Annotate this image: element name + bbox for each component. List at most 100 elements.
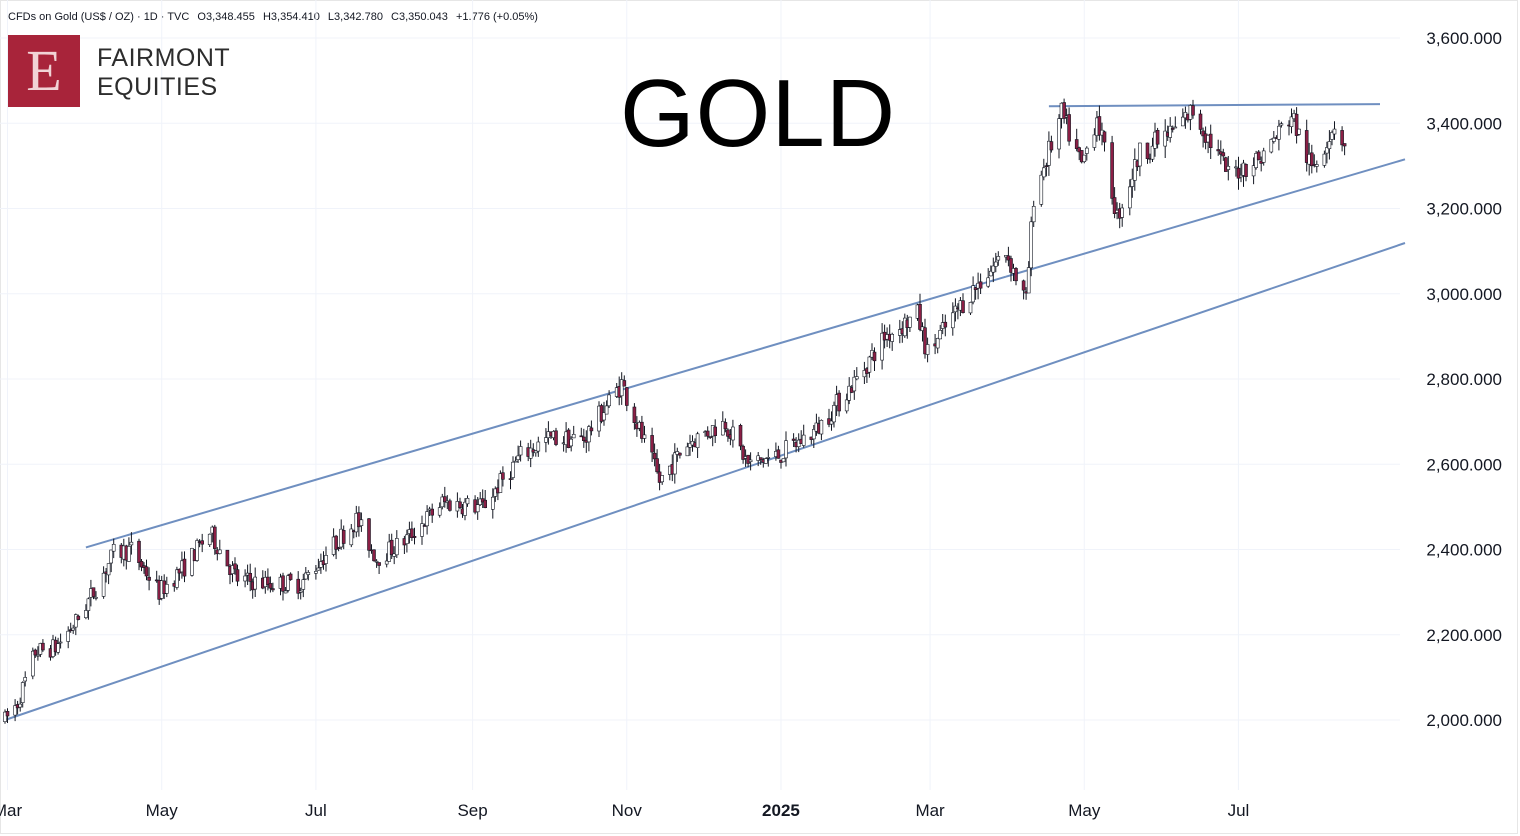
candle-up: [935, 337, 940, 349]
candle-down: [147, 576, 151, 581]
candle-up: [165, 583, 169, 594]
candle-up: [3, 711, 7, 722]
candle-down: [1049, 141, 1054, 151]
time-tick-label: Jul: [1228, 801, 1250, 820]
candle-down: [508, 478, 513, 480]
candle-up: [1047, 140, 1051, 166]
candle-up: [685, 446, 690, 457]
candle-down: [655, 458, 659, 473]
candle-down: [1006, 255, 1011, 261]
candle-up: [1057, 118, 1061, 150]
candle-up: [1039, 174, 1044, 205]
candle-down: [5, 710, 10, 717]
trendline-lower-channel: [4, 378, 1007, 721]
candle-down: [91, 587, 96, 597]
symbol-header: CFDs on Gold (US$ / OZ) · 1D · TVC O3,34…: [8, 11, 543, 23]
candle-up: [286, 575, 290, 591]
candle-up: [30, 650, 35, 677]
candle-up: [13, 705, 17, 716]
candle-up: [642, 434, 647, 439]
candle-up: [950, 312, 955, 329]
chart-title: GOLD: [620, 60, 897, 167]
price-axis[interactable]: 2,000.000 2,200.000 2,400.000 2,600.000 2,80…: [1426, 29, 1502, 730]
candle-up: [301, 579, 306, 590]
candle-up: [23, 677, 28, 682]
candle-down: [566, 429, 571, 449]
candle-up: [1173, 126, 1178, 129]
candle-up: [1150, 145, 1155, 160]
candle-down: [367, 518, 371, 551]
candle-up: [1315, 164, 1319, 167]
candle-down: [1062, 102, 1066, 119]
candle-down: [144, 566, 149, 577]
candle-up: [1026, 267, 1031, 294]
candle-down: [372, 549, 376, 562]
candle-up: [94, 596, 98, 599]
candle-down: [334, 535, 338, 550]
candle-down: [837, 392, 841, 412]
candle-down: [268, 583, 273, 589]
candle-up: [819, 419, 824, 435]
candle-down: [632, 406, 637, 423]
candle-up: [20, 682, 25, 704]
candle-down: [1244, 164, 1248, 178]
candle-up: [58, 641, 63, 644]
candle-up: [672, 452, 677, 475]
candle-up: [101, 572, 106, 597]
candle-down: [579, 435, 584, 438]
candle-up: [175, 569, 179, 588]
symbol-label[interactable]: CFDs on Gold (US$ / OZ) · 1D · TVC: [8, 11, 190, 23]
candle-up: [316, 567, 321, 571]
candle-down: [1067, 114, 1071, 142]
candle-up: [1168, 125, 1172, 138]
candle-down: [1170, 128, 1175, 130]
candle-up: [1133, 159, 1137, 181]
candle-down: [1256, 151, 1261, 161]
price-tick-label: 2,200.000: [1426, 626, 1502, 645]
candle-up: [314, 570, 318, 574]
candle-up: [571, 433, 576, 439]
time-tick-label: Nov: [612, 801, 643, 820]
candle-down: [410, 528, 414, 538]
time-tick-label: May: [146, 801, 179, 820]
candle-down: [182, 558, 187, 577]
candle-down: [1110, 142, 1114, 199]
time-tick-label: Jul: [305, 801, 327, 820]
candle-up: [74, 614, 78, 628]
ohlc-open: O3,348.455: [197, 11, 255, 23]
candle-up: [986, 277, 991, 287]
candle-up: [766, 456, 771, 459]
candle-up: [763, 458, 768, 464]
candle-down: [412, 535, 417, 538]
trendlines[interactable]: [4, 103, 1406, 721]
candle-up: [988, 270, 993, 277]
candle-up: [1085, 147, 1089, 154]
time-axis[interactable]: Mar May Jul Sep Nov 2025 Mar May Jul: [0, 801, 1249, 820]
ohlc-change: +1.776 (+0.05%): [455, 11, 538, 23]
candle-up: [18, 703, 23, 708]
candle-up: [1277, 125, 1281, 140]
candle-up: [1322, 153, 1327, 166]
candle-down: [1310, 152, 1314, 167]
candle-up: [207, 533, 212, 546]
candle-up: [784, 440, 788, 459]
candle-down: [791, 438, 796, 441]
candle-up: [1297, 128, 1301, 135]
candle-up: [695, 433, 700, 448]
candle-down: [1221, 152, 1226, 157]
candle-up: [1261, 150, 1266, 163]
candle-up: [190, 547, 194, 576]
candle-down: [776, 449, 781, 459]
candle-up: [748, 459, 753, 463]
candle-up: [243, 575, 247, 582]
candle-up: [731, 426, 735, 441]
candle-down: [678, 452, 682, 456]
candle-up: [1272, 137, 1276, 142]
candle-up: [253, 576, 257, 590]
candle-up: [569, 438, 574, 447]
trendline-upper-channel: [85, 275, 1007, 549]
candle-down: [961, 300, 965, 314]
candle-up: [349, 528, 354, 546]
